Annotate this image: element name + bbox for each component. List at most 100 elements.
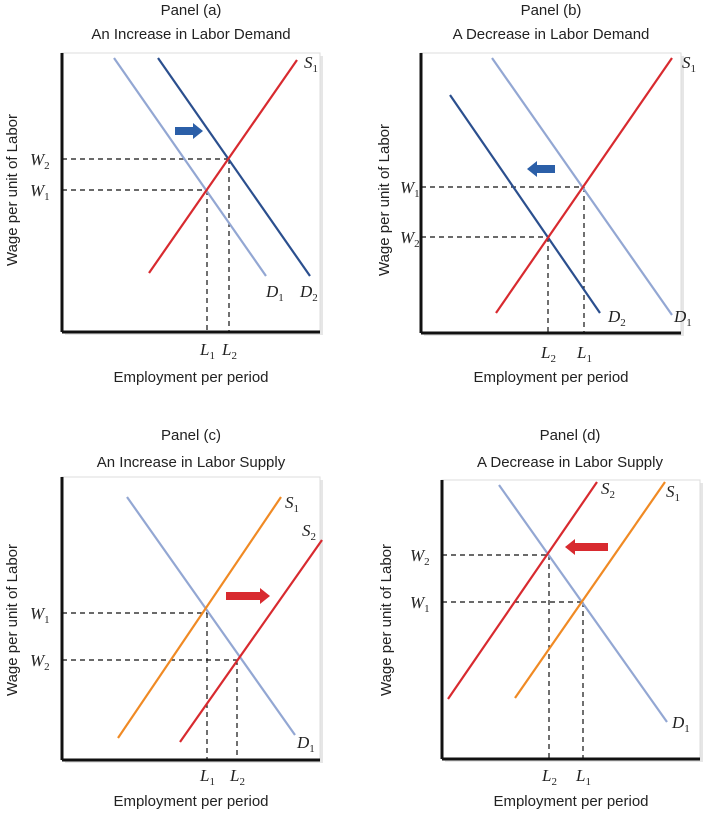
wage-label-base: W — [400, 178, 416, 197]
wage-label-subscript: 2 — [414, 238, 420, 250]
employment-label-base: L — [576, 343, 586, 362]
wage-label-base: W — [30, 181, 46, 200]
curve-label: S1 — [682, 53, 696, 75]
curve-label-base: S — [666, 482, 675, 501]
curve-label-subscript: 1 — [675, 492, 681, 504]
panel-title: An Increase in Labor Demand — [91, 26, 290, 43]
shift-arrow-right-icon — [175, 123, 203, 139]
panel-label: Panel (d) — [540, 427, 601, 444]
supply-curve-s1 — [148, 59, 298, 274]
wage-label-subscript: 2 — [424, 556, 430, 568]
employment-label-subscript: 2 — [239, 776, 245, 788]
curve-label-subscript: 2 — [620, 317, 626, 329]
x-axis-label: Employment per period — [113, 369, 268, 386]
wage-label: W1 — [410, 593, 430, 615]
wage-label-subscript: 1 — [44, 614, 50, 626]
curve-label: S2 — [601, 479, 615, 501]
curve-label-subscript: 1 — [686, 317, 692, 329]
wage-label-base: W — [400, 228, 416, 247]
wage-label-subscript: 1 — [424, 603, 430, 615]
curve-label: D1 — [671, 713, 690, 735]
curve-label-base: S — [601, 479, 610, 498]
curve-label: D2 — [299, 282, 318, 304]
curve-label: D1 — [296, 733, 315, 755]
demand-curve-d1 — [126, 496, 296, 736]
employment-label: L1 — [576, 343, 592, 365]
curve-label: S2 — [302, 521, 316, 543]
employment-label-subscript: 1 — [585, 776, 591, 788]
employment-label-base: L — [221, 340, 231, 359]
wage-label: W2 — [30, 651, 50, 673]
employment-label: L1 — [575, 766, 591, 788]
wage-label: W2 — [30, 150, 50, 172]
y-axis-label: Wage per unit of Labor — [376, 124, 393, 276]
wage-label-subscript: 2 — [44, 661, 50, 673]
curve-label-base: S — [302, 521, 311, 540]
curve-label-base: D — [673, 307, 687, 326]
employment-label-subscript: 1 — [209, 350, 215, 362]
plot-area — [61, 52, 321, 333]
curve-label-base: D — [296, 733, 310, 752]
supply-curve-s1 — [117, 496, 282, 739]
panel-title: A Decrease in Labor Supply — [477, 454, 663, 471]
curve-label: S1 — [666, 482, 680, 504]
employment-label-base: L — [229, 766, 239, 785]
wage-label-subscript: 2 — [44, 160, 50, 172]
employment-label: L2 — [540, 343, 556, 365]
wage-label-base: W — [410, 593, 426, 612]
y-axis-label: Wage per unit of Labor — [4, 544, 21, 696]
curve-label-base: S — [682, 53, 691, 72]
plot-area — [441, 479, 701, 760]
plot-area — [420, 52, 682, 334]
employment-label-base: L — [540, 343, 550, 362]
employment-label-subscript: 1 — [586, 353, 592, 365]
demand-curve-d2 — [157, 57, 311, 277]
curve-label-subscript: 1 — [684, 723, 690, 735]
demand-curve-d1 — [113, 57, 267, 277]
panel-title: A Decrease in Labor Demand — [453, 26, 650, 43]
curve-label-subscript: 1 — [309, 743, 315, 755]
panel-title: An Increase in Labor Supply — [97, 454, 286, 471]
curve-label: D1 — [673, 307, 692, 329]
employment-label-subscript: 2 — [231, 350, 237, 362]
curve-label-subscript: 1 — [294, 503, 300, 515]
employment-label: L2 — [229, 766, 245, 788]
wage-label-base: W — [410, 546, 426, 565]
curve-label: S1 — [304, 53, 318, 75]
panel-d: Panel (d) A Decrease in Labor Supply Emplo… — [378, 427, 703, 810]
wage-label-subscript: 1 — [414, 188, 420, 200]
employment-label-base: L — [199, 766, 209, 785]
panel-a: Panel (a) An Increase in Labor Demand Empl… — [4, 2, 323, 386]
panel-label: Panel (c) — [161, 427, 221, 444]
employment-label: L2 — [541, 766, 557, 788]
shift-arrow-left-icon — [527, 161, 555, 177]
curve-label-subscript: 2 — [610, 489, 616, 501]
wage-label-base: W — [30, 604, 46, 623]
curve-label-subscript: 1 — [313, 63, 319, 75]
curve-label-subscript: 2 — [311, 531, 317, 543]
curve-label: S1 — [285, 493, 299, 515]
employment-label: L1 — [199, 766, 215, 788]
curve-label-subscript: 2 — [312, 292, 318, 304]
plot-area — [61, 476, 321, 761]
demand-curve-d2 — [449, 94, 601, 314]
employment-label-base: L — [541, 766, 551, 785]
wage-label-base: W — [30, 150, 46, 169]
curve-label-subscript: 1 — [691, 63, 697, 75]
shift-arrow-right-icon — [226, 588, 270, 604]
panel-c: Panel (c) An Increase in Labor Supply Empl… — [4, 427, 323, 810]
curve-label-base: S — [304, 53, 313, 72]
employment-label-subscript: 2 — [550, 353, 556, 365]
curve-label-base: D — [607, 307, 621, 326]
employment-label: L1 — [199, 340, 215, 362]
wage-label: W2 — [410, 546, 430, 568]
y-axis-label: Wage per unit of Labor — [378, 544, 395, 696]
wage-label: W1 — [30, 181, 50, 203]
wage-label-base: W — [30, 651, 46, 670]
supply-curve-s1 — [495, 57, 673, 314]
employment-label-base: L — [199, 340, 209, 359]
curve-label: D2 — [607, 307, 626, 329]
demand-curve-d1 — [498, 484, 668, 723]
panel-label: Panel (b) — [521, 2, 582, 19]
